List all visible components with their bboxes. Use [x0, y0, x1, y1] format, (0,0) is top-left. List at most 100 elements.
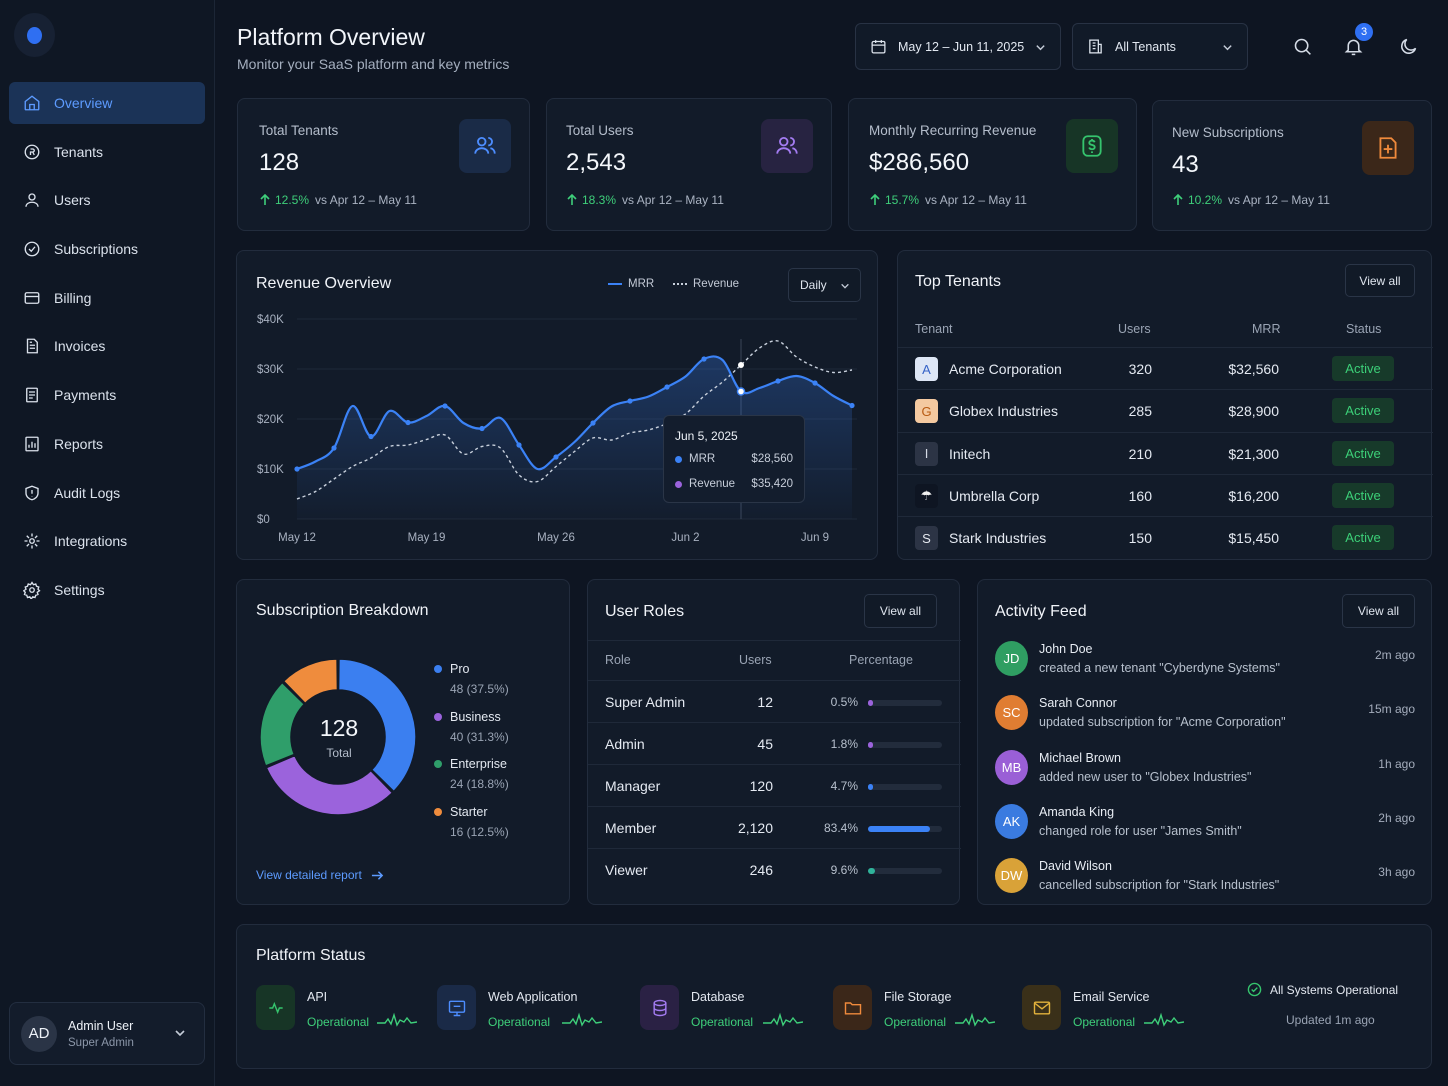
role-users: 120 [749, 778, 773, 794]
legend-dot [434, 712, 442, 721]
chevron-down-icon[interactable] [174, 1027, 186, 1039]
stat-delta: 15.7% vs Apr 12 – May 11 [869, 193, 1027, 207]
folder-icon [833, 985, 872, 1030]
avatar: JD [995, 641, 1028, 676]
user-menu[interactable]: AD Admin User Super Admin [9, 1002, 205, 1065]
sidebar-item-overview[interactable]: Overview [9, 82, 205, 124]
sidebar-item-tenants[interactable]: Tenants [9, 131, 205, 173]
delta-compare: vs Apr 12 – May 11 [315, 193, 417, 207]
activity-item[interactable]: AK Amanda King changed role for user "Jame… [995, 803, 1415, 854]
avatar: DW [995, 858, 1028, 894]
table-row[interactable]: ☂ Umbrella Corp 160 $16,200 Active [898, 473, 1433, 516]
table-row[interactable]: G Globex Industries 285 $28,900 Active [898, 389, 1433, 431]
sidebar-item-users[interactable]: Users [9, 179, 205, 221]
activity-feed-card: Activity Feed View all JD John Doe created… [977, 579, 1432, 905]
table-row[interactable]: Member 2,120 83.4% [588, 806, 961, 848]
x-tick-label: May 19 [408, 532, 446, 544]
invoice-icon [26, 339, 38, 354]
tooltip-revenue-value: $35,420 [751, 478, 793, 490]
service-item[interactable]: API Operational [256, 983, 446, 1030]
mrr-point [627, 398, 633, 404]
user-icon [25, 193, 39, 208]
period-select[interactable]: Daily [788, 268, 861, 302]
activity-item[interactable]: MB Michael Brown added new user to "Globex… [995, 749, 1415, 800]
systems-status: All Systems Operational [1247, 982, 1398, 997]
shield-icon [25, 485, 39, 500]
column-header: Tenant [915, 322, 953, 336]
activity-item[interactable]: SC Sarah Connor updated subscription for "… [995, 695, 1415, 745]
legend-name: Starter [450, 804, 488, 819]
table-header: Role Users Percentage [588, 640, 961, 680]
app-logo[interactable] [14, 13, 55, 57]
table-row[interactable]: Manager 120 4.7% [588, 764, 961, 806]
card-title: User Roles [605, 603, 685, 620]
table-row[interactable]: A Acme Corporation 320 $32,560 Active [898, 347, 1433, 389]
tooltip-revenue-dot [675, 481, 682, 488]
integrations-icon [24, 533, 40, 549]
api-icon [256, 985, 295, 1030]
sidebar-item-audit-logs[interactable]: Audit Logs [9, 472, 205, 514]
dollar-icon [1066, 119, 1118, 173]
x-tick-label: Jun 9 [801, 532, 829, 544]
service-item[interactable]: File Storage Operational [833, 983, 1023, 1030]
sidebar-item-payments[interactable]: Payments [9, 374, 205, 416]
role-name: Viewer [605, 862, 648, 878]
role-percentage: 1.8% [830, 737, 858, 751]
legend-mrr: MRR [608, 278, 654, 290]
donut-total-label: Total [326, 746, 352, 760]
search-icon[interactable] [1292, 36, 1313, 57]
role-name: Member [605, 820, 657, 836]
subscription-breakdown-card: Subscription Breakdown 128 Total Pro 48 (… [236, 579, 570, 905]
view-all-tenants-button[interactable]: View all [1345, 264, 1415, 297]
chevron-down-icon [1036, 45, 1045, 51]
sidebar-item-subscriptions[interactable]: Subscriptions [9, 228, 205, 270]
service-item[interactable]: Database Operational [640, 983, 830, 1030]
donut-slice-business [265, 754, 394, 816]
legend-value: 16 (12.5%) [450, 824, 509, 839]
y-tick-label: $0 [257, 514, 270, 526]
tenant-logo: A [915, 357, 938, 381]
table-row[interactable]: S Stark Industries 150 $15,450 Active [898, 516, 1433, 558]
tenant-name: Acme Corporation [949, 361, 1062, 377]
status-badge: Active [1332, 440, 1394, 466]
bell-icon[interactable] [1343, 36, 1364, 57]
progress-bar [868, 784, 942, 790]
sidebar-item-billing[interactable]: Billing [9, 277, 205, 319]
service-item[interactable]: Web Application Operational [437, 983, 627, 1030]
sidebar-item-reports[interactable]: Reports [9, 423, 205, 465]
view-all-roles-button[interactable]: View all [864, 594, 937, 628]
tenant-filter-select[interactable]: All Tenants [1072, 23, 1248, 70]
notification-badge: 3 [1355, 23, 1373, 41]
tenant-mrr: $21,300 [1228, 445, 1279, 462]
mrr-point [405, 419, 411, 426]
stat-card-total-users: Total Users 2,543 18.3% vs Apr 12 – May … [546, 98, 832, 231]
sidebar-item-label: Subscriptions [54, 241, 139, 258]
role-users: 12 [757, 694, 773, 710]
status-badge: Active [1332, 356, 1394, 381]
service-name: Web Application [488, 990, 578, 1004]
user-roles-card: User Roles View all Role Users Percentag… [587, 579, 961, 905]
activity-description: changed role for user "James Smith" [1039, 823, 1242, 838]
building-icon [1089, 39, 1102, 54]
sidebar-item-invoices[interactable]: Invoices [9, 325, 205, 367]
service-item[interactable]: Email Service Operational [1022, 983, 1212, 1030]
table-row[interactable]: Super Admin 12 0.5% [588, 680, 961, 722]
view-detailed-report-link[interactable]: View detailed report [256, 868, 384, 882]
date-range-picker[interactable]: May 12 – Jun 11, 2025 [855, 23, 1061, 70]
view-all-activity-button[interactable]: View all [1342, 594, 1415, 628]
legend-item: Business 40 (31.3%) [434, 710, 554, 750]
tooltip-mrr-dot [675, 456, 682, 463]
activity-item[interactable]: DW David Wilson cancelled subscription for… [995, 858, 1415, 908]
table-row[interactable]: I Initech 210 $21,300 Active [898, 431, 1433, 474]
table-header: Tenant Users MRR Status [898, 311, 1433, 347]
sidebar-item-label: Overview [54, 95, 113, 111]
sidebar-item-integrations[interactable]: Integrations [9, 520, 205, 562]
table-row[interactable]: Viewer 246 9.6% [588, 848, 961, 890]
mrr-point [812, 380, 818, 386]
sidebar-item-settings[interactable]: Settings [9, 569, 205, 611]
table-row[interactable]: Admin 45 1.8% [588, 722, 961, 764]
moon-icon[interactable] [1398, 36, 1419, 57]
activity-item[interactable]: JD John Doe created a new tenant "Cyberdyn… [995, 641, 1415, 691]
top-tenants-card: Top Tenants View all Tenant Users MRR St… [897, 250, 1433, 560]
avatar: MB [995, 749, 1028, 785]
